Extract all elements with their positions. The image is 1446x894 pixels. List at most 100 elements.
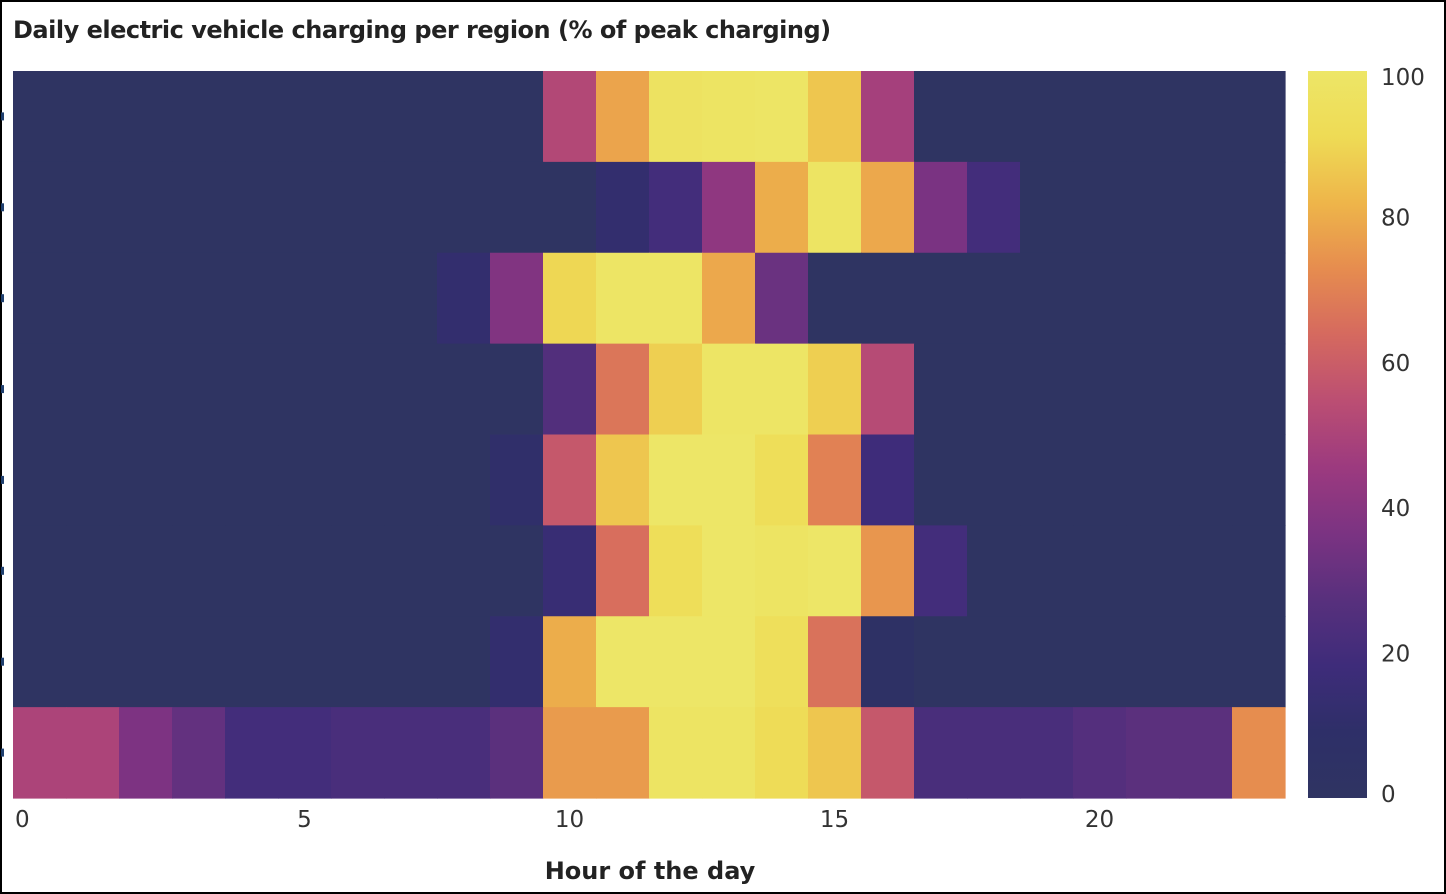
heatmap-cell — [490, 343, 544, 436]
heatmap-cell — [384, 434, 438, 526]
heatmap-cell — [861, 161, 915, 254]
heatmap-cell — [649, 343, 703, 436]
heatmap-cell — [119, 252, 173, 345]
heatmap-cell — [384, 343, 438, 436]
heatmap-cell — [808, 434, 862, 526]
heatmap-cell — [384, 161, 438, 254]
heatmap-cell — [967, 161, 1021, 254]
heatmap-cell — [1179, 161, 1233, 254]
heatmap-cell — [1020, 434, 1074, 526]
heatmap-cell — [914, 434, 968, 526]
row-tick — [1, 112, 4, 121]
heatmap-cell — [543, 434, 597, 526]
heatmap-cell — [119, 525, 173, 617]
heatmap-cell — [331, 616, 385, 708]
row-tick — [1, 203, 4, 212]
heatmap-cell — [384, 71, 438, 163]
heatmap-cell — [66, 71, 120, 163]
heatmap-cell — [13, 161, 67, 254]
heatmap-cell — [1232, 71, 1286, 163]
heatmap-cell — [649, 252, 703, 345]
heatmap-cell — [1073, 161, 1127, 254]
heatmap-cell — [119, 707, 173, 799]
heatmap-cell — [861, 707, 915, 799]
heatmap-cell — [1232, 252, 1286, 345]
heatmap-cell — [808, 343, 862, 436]
heatmap-cell — [1073, 343, 1127, 436]
heatmap-cell — [543, 161, 597, 254]
x-axis-ticks: 0 5 10 15 20 — [15, 807, 1114, 833]
heatmap-cell — [437, 434, 491, 526]
heatmap-cell — [649, 525, 703, 617]
heatmap-cell — [702, 343, 756, 436]
heatmap-cell — [861, 71, 915, 163]
heatmap-cell — [225, 434, 279, 526]
heatmap-cell — [914, 71, 968, 163]
heatmap-cell — [119, 434, 173, 526]
colorbar-tick-label: 60 — [1381, 351, 1410, 377]
heatmap-cell — [967, 707, 1021, 799]
heatmap-cell — [1179, 707, 1233, 799]
heatmap-cell — [808, 525, 862, 617]
heatmap-cell — [702, 161, 756, 254]
heatmap-cell — [278, 71, 332, 163]
heatmap-cell — [649, 616, 703, 708]
heatmap-cell — [1020, 71, 1074, 163]
heatmap-cell — [1179, 343, 1233, 436]
heatmap-cell — [914, 252, 968, 345]
heatmap-cell — [1126, 434, 1180, 526]
heatmap-cell — [755, 252, 809, 345]
x-axis-label: Hour of the day — [545, 857, 756, 885]
heatmap-cell — [66, 434, 120, 526]
heatmap-cell — [225, 616, 279, 708]
heatmap-cell — [1126, 525, 1180, 617]
heatmap-cell — [225, 707, 279, 799]
heatmap-cell — [437, 71, 491, 163]
heatmap-cell — [596, 707, 650, 799]
colorbar-tick-label: 40 — [1381, 496, 1410, 522]
colorbar-tick-label: 0 — [1381, 782, 1396, 808]
heatmap-cell — [914, 161, 968, 254]
heatmap-cell — [596, 525, 650, 617]
heatmap-cell — [702, 616, 756, 708]
colorbar-tick-label: 20 — [1381, 642, 1410, 668]
heatmap-cell — [331, 707, 385, 799]
heatmap-cell — [702, 707, 756, 799]
heatmap-cell — [437, 252, 491, 345]
heatmap-cell — [490, 434, 544, 526]
heatmap-cell — [861, 252, 915, 345]
heatmap-cell — [331, 252, 385, 345]
heatmap-cell — [1126, 71, 1180, 163]
heatmap-cell — [755, 616, 809, 708]
heatmap-cell — [543, 707, 597, 799]
heatmap-cell — [861, 616, 915, 708]
heatmap-cell — [490, 161, 544, 254]
heatmap-cell — [808, 616, 862, 708]
heatmap-cell — [702, 71, 756, 163]
heatmap-cell — [1073, 434, 1127, 526]
heatmap-cell — [1020, 161, 1074, 254]
heatmap-cell — [596, 71, 650, 163]
heatmap-cell — [596, 343, 650, 436]
heatmap-cell — [66, 525, 120, 617]
heatmap-cell — [384, 616, 438, 708]
heatmap-cell — [278, 161, 332, 254]
heatmap-cell — [225, 252, 279, 345]
heatmap-cell — [649, 707, 703, 799]
heatmap-cell — [66, 616, 120, 708]
heatmap-cell — [66, 707, 120, 799]
heatmap-cell — [437, 343, 491, 436]
row-ticks — [1, 112, 4, 757]
heatmap-cell — [278, 343, 332, 436]
heatmap-cell — [331, 161, 385, 254]
colorbar — [1308, 71, 1367, 798]
heatmap-cell — [755, 707, 809, 799]
heatmap-cell — [13, 707, 67, 799]
heatmap-cell — [331, 434, 385, 526]
heatmap-cell — [172, 434, 226, 526]
x-tick-label: 10 — [555, 807, 584, 833]
heatmap-cell — [1232, 525, 1286, 617]
heatmap-cell — [13, 343, 67, 436]
heatmap-cell — [808, 71, 862, 163]
